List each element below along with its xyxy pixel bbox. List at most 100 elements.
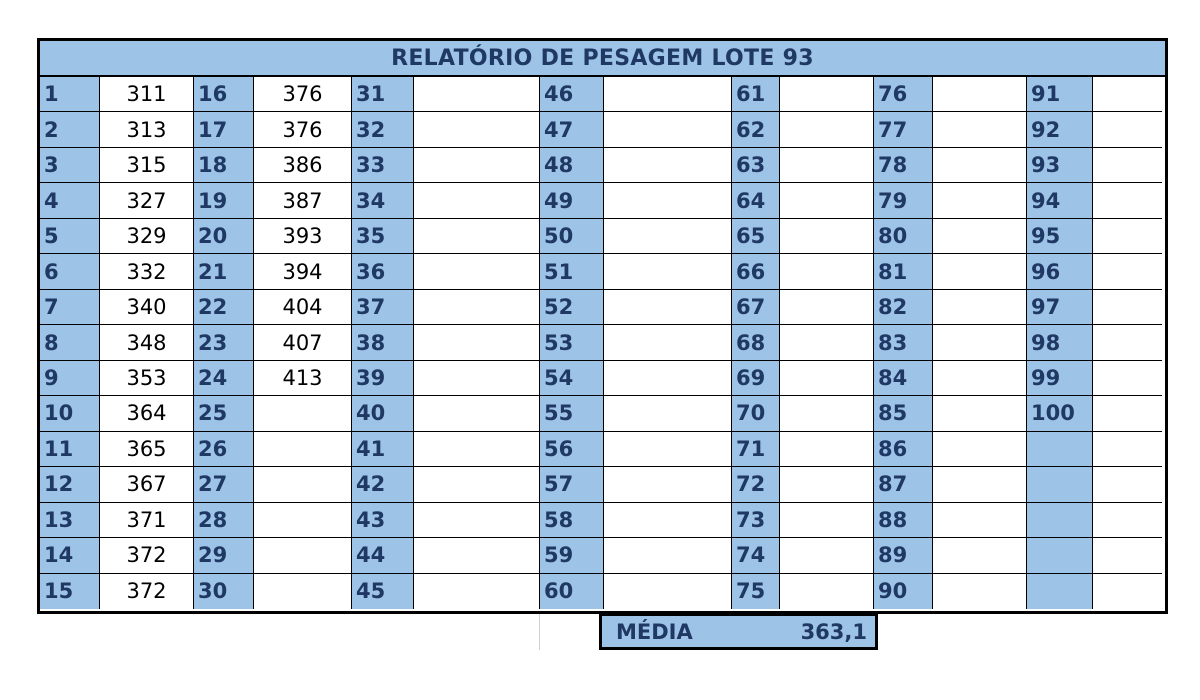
weight-value-cell xyxy=(933,573,1027,610)
animal-number-cell: 61 xyxy=(732,77,780,113)
weight-value-cell xyxy=(604,325,732,361)
animal-number-cell: 98 xyxy=(1027,325,1093,361)
animal-number-cell: 87 xyxy=(874,467,933,503)
weight-value-cell: 313 xyxy=(100,112,194,148)
weight-value-cell: 311 xyxy=(100,77,194,113)
animal-number-cell: 40 xyxy=(352,396,414,432)
weight-value-cell xyxy=(414,360,540,397)
animal-number-cell: 29 xyxy=(194,538,254,574)
animal-number-cell: 89 xyxy=(874,538,933,574)
weight-value-cell xyxy=(780,183,874,219)
animal-number-cell: 22 xyxy=(194,289,254,326)
animal-number-cell: 53 xyxy=(540,325,604,361)
animal-number-cell: 38 xyxy=(352,325,414,361)
animal-number-cell: 72 xyxy=(732,467,780,503)
weight-value-cell xyxy=(780,431,874,468)
weight-value-cell xyxy=(1093,112,1162,148)
weight-value-cell xyxy=(604,77,732,113)
animal-number-cell: 35 xyxy=(352,218,414,255)
animal-number-cell: 8 xyxy=(40,325,100,361)
weight-value-cell xyxy=(780,218,874,255)
weight-value-cell xyxy=(933,147,1027,184)
weight-value-cell xyxy=(254,573,352,610)
animal-number-cell: 11 xyxy=(40,431,100,468)
weight-value-cell xyxy=(414,467,540,503)
animal-number-cell: 12 xyxy=(40,467,100,503)
weight-value-cell xyxy=(604,431,732,468)
animal-number-cell: 48 xyxy=(540,147,604,184)
animal-number-cell: 17 xyxy=(194,112,254,148)
animal-number-cell: 55 xyxy=(540,396,604,432)
animal-number-cell: 13 xyxy=(40,502,100,539)
weight-value-cell xyxy=(604,360,732,397)
animal-number-cell: 50 xyxy=(540,218,604,255)
weight-value-cell xyxy=(604,254,732,290)
animal-number-cell: 79 xyxy=(874,183,933,219)
weight-value-cell xyxy=(414,77,540,113)
animal-number-cell: 90 xyxy=(874,573,933,610)
animal-number-cell: 75 xyxy=(732,573,780,610)
weight-value-cell xyxy=(1093,467,1162,503)
animal-number-cell: 81 xyxy=(874,254,933,290)
weight-value-cell: 353 xyxy=(100,360,194,397)
weight-value-cell: 394 xyxy=(254,254,352,290)
weight-value-cell xyxy=(604,289,732,326)
weight-value-cell xyxy=(780,77,874,113)
weight-value-cell xyxy=(414,431,540,468)
animal-number-cell: 100 xyxy=(1027,396,1093,432)
weight-value-cell xyxy=(254,396,352,432)
animal-number-cell: 26 xyxy=(194,431,254,468)
weight-value-cell xyxy=(604,502,732,539)
animal-number-cell: 99 xyxy=(1027,360,1093,397)
animal-number-cell: 7 xyxy=(40,289,100,326)
animal-number-cell: 16 xyxy=(194,77,254,113)
weight-value-cell xyxy=(414,147,540,184)
weight-value-cell xyxy=(1093,325,1162,361)
weight-value-cell xyxy=(414,538,540,574)
weight-value-cell xyxy=(1093,218,1162,255)
weight-value-cell xyxy=(933,289,1027,326)
weight-value-cell: 376 xyxy=(254,77,352,113)
weight-value-cell xyxy=(254,502,352,539)
weight-value-cell xyxy=(1093,77,1162,113)
weight-value-cell: 365 xyxy=(100,431,194,468)
animal-number-cell: 57 xyxy=(540,467,604,503)
animal-number-cell: 85 xyxy=(874,396,933,432)
animal-number-cell: 82 xyxy=(874,289,933,326)
weight-value-cell xyxy=(780,147,874,184)
animal-number-cell: 77 xyxy=(874,112,933,148)
animal-number-cell: 42 xyxy=(352,467,414,503)
animal-number-cell: 37 xyxy=(352,289,414,326)
animal-number-cell: 3 xyxy=(40,147,100,184)
animal-number-cell: 68 xyxy=(732,325,780,361)
animal-number-cell: 59 xyxy=(540,538,604,574)
report-title: RELATÓRIO DE PESAGEM LOTE 93 xyxy=(40,41,1165,77)
weight-value-cell xyxy=(933,254,1027,290)
animal-number-cell: 76 xyxy=(874,77,933,113)
weight-value-cell: 329 xyxy=(100,218,194,255)
weight-value-cell xyxy=(1093,289,1162,326)
animal-number-cell: 25 xyxy=(194,396,254,432)
animal-number-cell: 20 xyxy=(194,218,254,255)
animal-number-cell: 91 xyxy=(1027,77,1093,113)
weight-value-cell xyxy=(414,183,540,219)
weight-value-cell xyxy=(933,502,1027,539)
weight-value-cell: 387 xyxy=(254,183,352,219)
weight-value-cell: 315 xyxy=(100,147,194,184)
weight-value-cell xyxy=(604,573,732,610)
weight-value-cell xyxy=(604,467,732,503)
weight-value-cell xyxy=(780,573,874,610)
weight-value-cell: 332 xyxy=(100,254,194,290)
weight-value-cell xyxy=(414,502,540,539)
weight-value-cell xyxy=(780,112,874,148)
weight-value-cell: 364 xyxy=(100,396,194,432)
weight-value-cell: 327 xyxy=(100,183,194,219)
weight-value-cell: 372 xyxy=(100,573,194,610)
animal-number-cell: 1 xyxy=(40,77,100,113)
animal-number-cell: 80 xyxy=(874,218,933,255)
weight-value-cell xyxy=(254,431,352,468)
animal-number-cell: 71 xyxy=(732,431,780,468)
weight-value-cell xyxy=(414,573,540,610)
weight-value-cell: 404 xyxy=(254,289,352,326)
weight-value-cell xyxy=(933,360,1027,397)
